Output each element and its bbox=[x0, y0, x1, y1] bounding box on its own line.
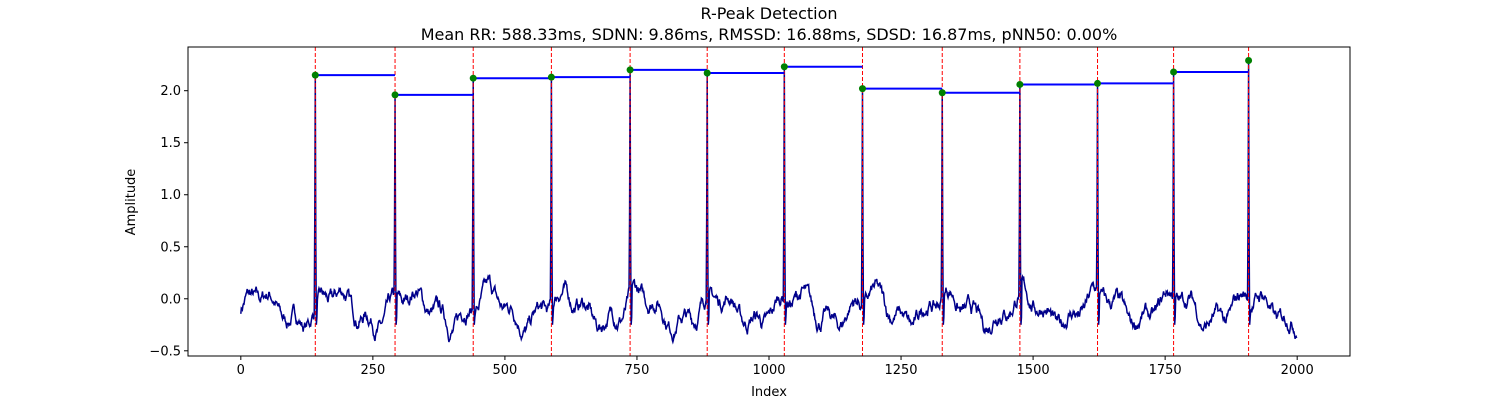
x-tick-label: 1500 bbox=[1017, 363, 1050, 378]
x-tick-label: 500 bbox=[492, 363, 517, 378]
y-tick-label: 0.0 bbox=[160, 292, 181, 307]
y-tick-label: 2.0 bbox=[160, 84, 181, 99]
r-peak-marker bbox=[311, 71, 319, 79]
r-peak-marker bbox=[1094, 79, 1102, 87]
r-peak-marker bbox=[1016, 80, 1024, 88]
x-tick-label: 1250 bbox=[884, 363, 917, 378]
r-peak-marker bbox=[1170, 68, 1178, 76]
r-peak-marker bbox=[626, 66, 634, 74]
r-peak-marker bbox=[391, 91, 399, 99]
y-axis-label: Amplitude bbox=[124, 169, 139, 236]
x-axis: 0 250 500 750 1000 1250 1500 1750 2000 bbox=[237, 356, 1314, 378]
y-tick-label: 0.5 bbox=[160, 240, 181, 255]
r-peak-marker bbox=[780, 63, 788, 71]
x-tick-label: 250 bbox=[360, 363, 385, 378]
y-tick-label: 1.0 bbox=[160, 188, 181, 203]
ecg-signal-line bbox=[240, 60, 1298, 345]
r-peak-marker bbox=[938, 89, 946, 97]
plot-area bbox=[240, 47, 1298, 356]
x-tick-label: 0 bbox=[237, 363, 245, 378]
r-peak-marker bbox=[469, 74, 477, 82]
chart-title: R-Peak Detection bbox=[700, 4, 837, 23]
x-tick-label: 1750 bbox=[1149, 363, 1182, 378]
x-tick-label: 750 bbox=[625, 363, 650, 378]
r-peak-marker bbox=[703, 69, 711, 77]
r-peak-marker bbox=[858, 85, 866, 93]
x-tick-label: 2000 bbox=[1281, 363, 1314, 378]
chart-subtitle: Mean RR: 588.33ms, SDNN: 9.86ms, RMSSD: … bbox=[421, 25, 1118, 44]
y-tick-label: −0.5 bbox=[149, 344, 181, 359]
x-axis-label: Index bbox=[751, 385, 787, 400]
y-axis: −0.5 0.0 0.5 1.0 1.5 2.0 bbox=[149, 84, 188, 359]
y-tick-label: 1.5 bbox=[160, 136, 181, 151]
r-peak-marker bbox=[1245, 57, 1253, 65]
r-peak-marker bbox=[547, 73, 555, 81]
x-tick-label: 1000 bbox=[752, 363, 785, 378]
